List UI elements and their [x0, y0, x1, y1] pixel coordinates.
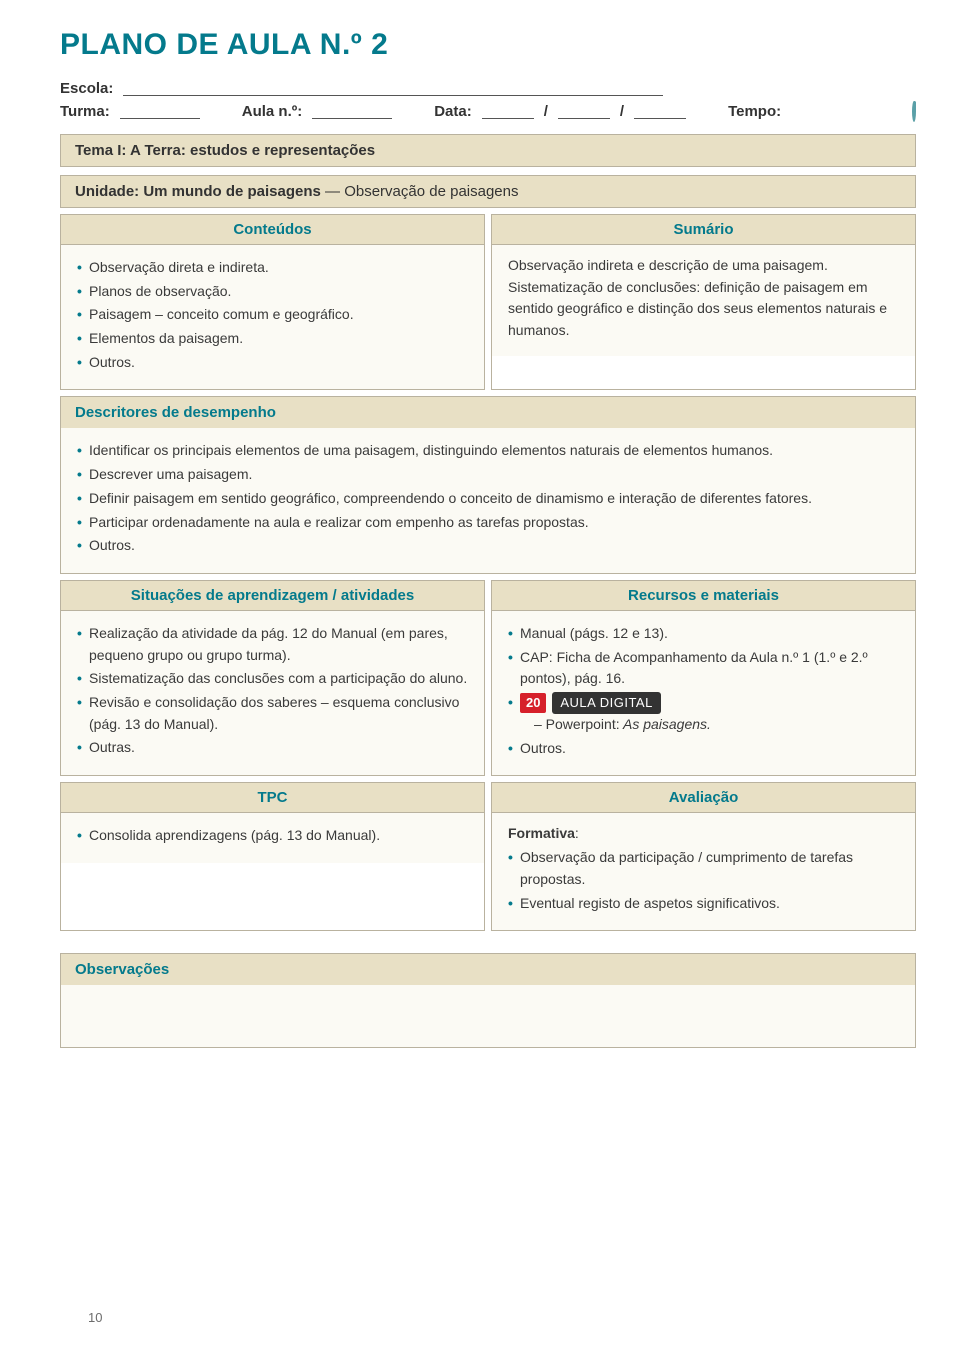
- list-conteudos: Observação direta e indireta. Planos de …: [77, 257, 468, 373]
- sumario-p2: Sistematização de conclusões: definição …: [508, 277, 899, 342]
- list-situacoes: Realização da atividade da pág. 12 do Ma…: [77, 623, 468, 759]
- list-item: Consolida aprendizagens (pág. 13 do Manu…: [77, 825, 468, 847]
- sep2: /: [620, 103, 624, 120]
- list-item: Outros.: [508, 738, 899, 760]
- label-escola: Escola:: [60, 80, 113, 97]
- list-item: Outros.: [77, 535, 899, 557]
- cell-tpc: TPC Consolida aprendizagens (pág. 13 do …: [60, 782, 485, 931]
- list-item: Outros.: [77, 352, 468, 374]
- list-item: Paisagem – conceito comum e geográfico.: [77, 304, 468, 326]
- sep1: /: [544, 103, 548, 120]
- row-tpc-avaliacao: TPC Consolida aprendizagens (pág. 13 do …: [60, 782, 916, 931]
- avaliacao-lead-rest: :: [575, 825, 579, 841]
- list-tpc: Consolida aprendizagens (pág. 13 do Manu…: [77, 825, 468, 847]
- blank-turma[interactable]: [120, 105, 200, 119]
- head-avaliacao: Avaliação: [492, 783, 915, 813]
- cell-avaliacao: Avaliação Formativa: Observação da parti…: [491, 782, 916, 931]
- list-item: Definir paisagem em sentido geográfico, …: [77, 488, 899, 510]
- list-item: Realização da atividade da pág. 12 do Ma…: [77, 623, 468, 666]
- clock-icon: [912, 101, 916, 122]
- blank-data-y[interactable]: [634, 105, 686, 119]
- list-item: Observação da participação / cumprimento…: [508, 847, 899, 890]
- list-item: Revisão e consolidação dos saberes – esq…: [77, 692, 468, 735]
- meta-row-2: Turma: Aula n.º: Data: / / Tempo:: [60, 103, 916, 120]
- list-item: CAP: Ficha de Acompanhamento da Aula n.º…: [508, 647, 899, 690]
- blank-escola[interactable]: [123, 82, 663, 96]
- head-descritores: Descritores de desempenho: [61, 397, 915, 428]
- list-descritores: Identificar os principais elementos de u…: [77, 440, 899, 556]
- badge-number: 20: [520, 693, 546, 713]
- list-item: Manual (págs. 12 e 13).: [508, 623, 899, 645]
- list-item: Planos de observação.: [77, 281, 468, 303]
- badge-aula-digital: AULA DIGITAL: [552, 692, 660, 714]
- row-situacoes-recursos: Situações de aprendizagem / atividades R…: [60, 580, 916, 777]
- list-item: Sistematização das conclusões com a part…: [77, 668, 468, 690]
- list-item: Elementos da paisagem.: [77, 328, 468, 350]
- cell-situacoes: Situações de aprendizagem / atividades R…: [60, 580, 485, 777]
- list-item: Eventual registo de aspetos significativ…: [508, 893, 899, 915]
- list-item: Observação direta e indireta.: [77, 257, 468, 279]
- blank-data-d[interactable]: [482, 105, 534, 119]
- head-situacoes: Situações de aprendizagem / atividades: [61, 581, 484, 611]
- blank-aula[interactable]: [312, 105, 392, 119]
- sumario-p1: Observação indireta e descrição de uma p…: [508, 255, 899, 277]
- unit-band: Unidade: Um mundo de paisagens — Observa…: [60, 175, 916, 208]
- head-recursos: Recursos e materiais: [492, 581, 915, 611]
- observacoes-body[interactable]: [61, 985, 915, 1047]
- list-item: 20 AULA DIGITAL – Powerpoint: As paisage…: [508, 692, 899, 736]
- label-data: Data:: [434, 103, 472, 120]
- page: PLANO DE AULA N.º 2 Escola: Turma: Aula …: [60, 28, 916, 1328]
- blank-data-m[interactable]: [558, 105, 610, 119]
- label-turma: Turma:: [60, 103, 110, 120]
- label-tempo: Tempo:: [728, 103, 781, 120]
- avaliacao-lead: Formativa:: [508, 823, 899, 845]
- page-title: PLANO DE AULA N.º 2: [60, 28, 916, 62]
- observacoes-block: Observações: [60, 953, 916, 1048]
- avaliacao-lead-bold: Formativa: [508, 825, 575, 841]
- sub-prefix: – Powerpoint:: [534, 716, 620, 732]
- theme-text: Tema I: A Terra: estudos e representaçõe…: [75, 142, 375, 159]
- sub-em: As paisagens.: [620, 716, 711, 732]
- row-conteudos-sumario: Conteúdos Observação direta e indireta. …: [60, 214, 916, 390]
- cell-conteudos: Conteúdos Observação direta e indireta. …: [60, 214, 485, 390]
- unit-light: — Observação de paisagens: [321, 183, 519, 200]
- recurso-sub: – Powerpoint: As paisagens.: [520, 714, 899, 736]
- head-conteudos: Conteúdos: [61, 215, 484, 245]
- unit-bold: Unidade: Um mundo de paisagens: [75, 183, 321, 200]
- list-recursos: Manual (págs. 12 e 13). CAP: Ficha de Ac…: [508, 623, 899, 760]
- list-avaliacao: Observação da participação / cumprimento…: [508, 847, 899, 914]
- list-item: Participar ordenadamente na aula e reali…: [77, 512, 899, 534]
- list-item: Descrever uma paisagem.: [77, 464, 899, 486]
- theme-band: Tema I: A Terra: estudos e representaçõe…: [60, 134, 916, 167]
- descritores-block: Descritores de desempenho Identificar os…: [60, 396, 916, 573]
- list-item: Identificar os principais elementos de u…: [77, 440, 899, 462]
- page-number: 10: [88, 1310, 102, 1325]
- meta-row-1: Escola:: [60, 80, 916, 97]
- head-sumario: Sumário: [492, 215, 915, 245]
- head-tpc: TPC: [61, 783, 484, 813]
- list-item: Outras.: [77, 737, 468, 759]
- head-observacoes: Observações: [61, 954, 915, 985]
- label-aula: Aula n.º:: [242, 103, 302, 120]
- cell-recursos: Recursos e materiais Manual (págs. 12 e …: [491, 580, 916, 777]
- cell-sumario: Sumário Observação indireta e descrição …: [491, 214, 916, 390]
